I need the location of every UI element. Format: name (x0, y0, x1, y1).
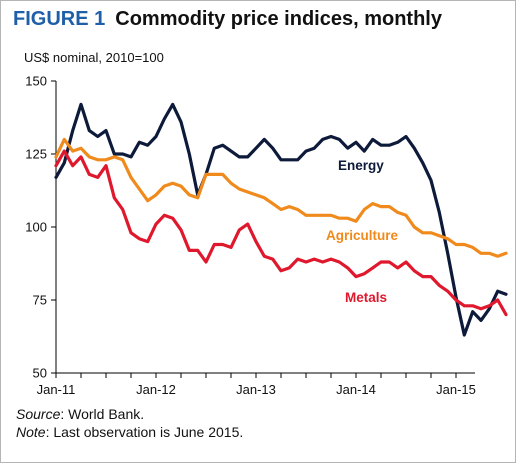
note-label: Note (16, 424, 46, 440)
source-label: Source (16, 406, 61, 422)
series-label-agriculture: Agriculture (326, 228, 399, 243)
y-tick-label: 100 (25, 220, 47, 235)
y-tick-label: 50 (33, 366, 47, 381)
note-text: : Last observation is June 2015. (45, 424, 244, 440)
y-tick-label: 75 (33, 293, 47, 308)
x-tick-label: Jan-11 (37, 382, 76, 397)
series-label-metals: Metals (345, 290, 387, 305)
figure-title-text: Commodity price indices, monthly (115, 8, 442, 30)
y-tick-label: 150 (25, 74, 47, 89)
note-line: Note: Last observation is June 2015. (16, 423, 243, 441)
y-axis-label: US$ nominal, 2010=100 (24, 50, 164, 65)
x-tick-label: Jan-14 (336, 382, 376, 397)
y-tick-label: 125 (25, 147, 47, 162)
figure-notes: Source: World Bank. Note: Last observati… (16, 405, 243, 441)
x-tick-label: Jan-13 (236, 382, 276, 397)
series-line-agriculture (54, 137, 508, 258)
x-tick-label: Jan-12 (136, 382, 176, 397)
figure-title: FIGURE 1 Commodity price indices, monthly (13, 8, 442, 31)
source-line: Source: World Bank. (16, 405, 243, 423)
series-line-energy (54, 102, 508, 337)
source-text: : World Bank. (60, 406, 145, 422)
x-tick-label: Jan-15 (436, 382, 476, 397)
series-line-metals (54, 149, 508, 317)
series-label-energy: Energy (338, 158, 384, 173)
figure-number: FIGURE 1 (13, 8, 106, 30)
